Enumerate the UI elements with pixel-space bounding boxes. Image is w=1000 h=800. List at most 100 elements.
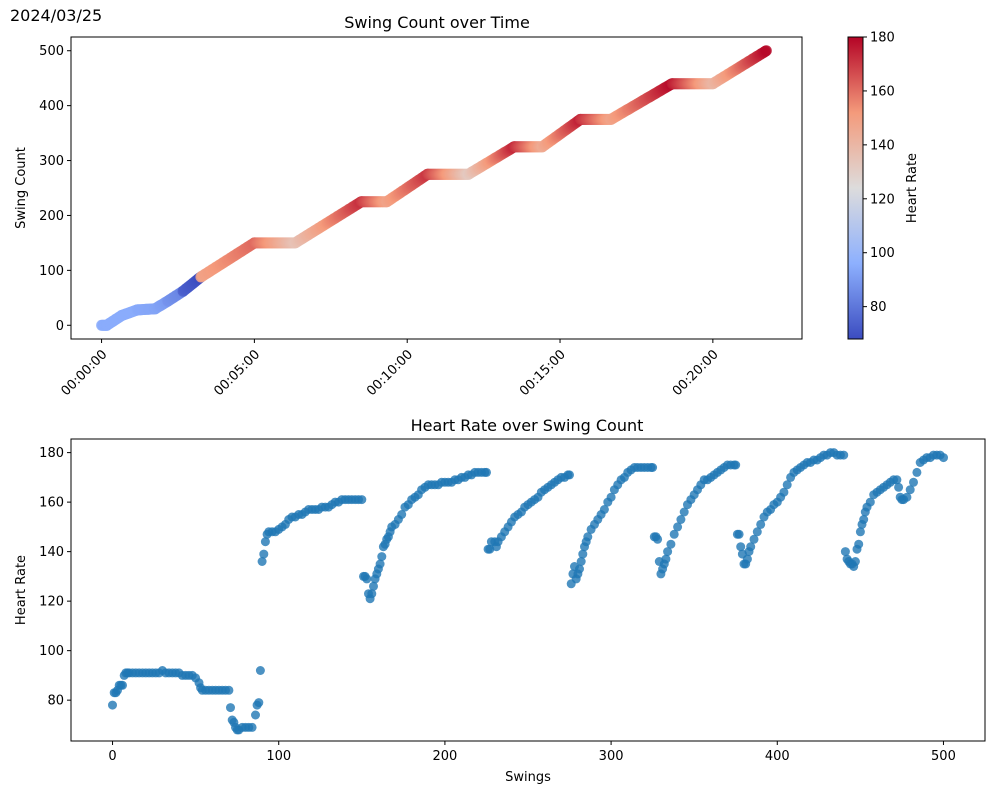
top-chart-frame (70, 36, 803, 340)
heart-rate-point (779, 487, 789, 497)
colorbar-tick-label: 140 (870, 138, 895, 153)
y-tick-label: 180 (39, 446, 64, 461)
y-tick-label: 100 (39, 644, 64, 659)
heart-rate-point (865, 497, 875, 507)
date-label: 2024/03/25 (10, 6, 103, 25)
heart-rate-point (752, 527, 762, 537)
heart-rate-point (377, 552, 387, 562)
heart-rate-point (746, 542, 756, 552)
colorbar-gradient (847, 36, 864, 340)
heart-rate-point (247, 722, 257, 732)
heart-rate-point (734, 529, 744, 539)
x-tick-label: 100 (266, 749, 291, 764)
heart-rate-point (257, 557, 267, 566)
x-tick-label: 00:10:00 (364, 347, 416, 399)
heart-rate-point (854, 539, 864, 549)
heart-rate-point (912, 467, 922, 477)
y-tick-label: 100 (39, 264, 64, 279)
x-tick-label: 200 (432, 749, 457, 764)
heart-rate-point (583, 532, 593, 542)
heart-rate-point (676, 515, 686, 524)
heart-rate-point (224, 685, 234, 695)
top-chart-title: Swing Count over Time (344, 13, 530, 32)
swing-point (760, 45, 772, 57)
heart-rate-point (855, 527, 865, 537)
heart-rate-point (666, 539, 676, 549)
x-tick-label: 0 (108, 749, 116, 764)
top-chart-ylabel: Swing Count (14, 147, 29, 229)
heart-rate-point (367, 589, 377, 599)
x-tick-label: 500 (931, 749, 956, 764)
heart-rate-point (859, 515, 869, 524)
y-tick-label: 400 (39, 99, 64, 114)
bottom-chart-x-axis: 0 100 200 300 400 500 (108, 741, 956, 764)
heart-rate-point (369, 581, 378, 591)
bottom-chart-y-axis: 80 100 120 140 160 180 (39, 446, 71, 709)
heart-rate-point (905, 485, 915, 495)
heart-rate-point (902, 492, 912, 502)
bottom-chart-title: Heart Rate over Swing Count (411, 416, 644, 435)
x-tick-label: 00:15:00 (517, 347, 569, 399)
heart-rate-point (118, 680, 127, 690)
y-tick-label: 80 (47, 694, 64, 709)
heart-rate-point (839, 450, 849, 460)
heart-rate-point (226, 703, 235, 713)
heart-rate-point (669, 529, 679, 539)
y-tick-label: 120 (39, 595, 64, 610)
top-chart: Swing Count over Time 0 100 200 300 400 500 0… (14, 13, 803, 399)
heart-rate-point (892, 475, 902, 485)
bottom-chart: Heart Rate over Swing Count 80 100 120 140 1… (14, 416, 986, 785)
y-tick-label: 140 (39, 545, 64, 560)
heart-rate-point (254, 698, 264, 708)
colorbar-tick-label: 160 (870, 84, 895, 99)
heart-rate-point (850, 557, 860, 566)
top-chart-x-axis: 00:00:00 00:05:00 00:10:00 00:15:00 00:20:00 (58, 339, 722, 399)
y-tick-label: 300 (39, 154, 64, 169)
x-tick-label: 300 (599, 749, 624, 764)
heart-rate-point (576, 557, 586, 566)
heart-rate-point (742, 554, 752, 564)
heart-rate-point (909, 477, 918, 487)
top-chart-y-axis: 0 100 200 300 400 500 (39, 44, 71, 334)
heart-rate-point (663, 547, 673, 557)
heart-rate-point (749, 534, 759, 544)
colorbar-ticks: 80 100 120 140 160 180 (863, 31, 895, 315)
y-tick-label: 0 (56, 319, 64, 334)
x-tick-label: 400 (765, 749, 790, 764)
x-tick-label: 00:20:00 (670, 347, 722, 399)
y-tick-label: 500 (39, 44, 64, 59)
heart-rate-point (578, 549, 588, 559)
heart-rate-point (648, 463, 658, 472)
bottom-chart-xlabel: Swings (505, 770, 551, 785)
x-tick-label: 00:00:00 (58, 347, 110, 399)
heart-rate-point (482, 467, 491, 477)
heart-rate-point (255, 666, 265, 675)
heart-rate-point (397, 510, 407, 519)
heart-rate-point (756, 519, 766, 529)
heart-rate-point (362, 574, 372, 584)
y-tick-label: 200 (39, 209, 64, 224)
heart-rate-point (673, 522, 683, 532)
heart-rate-point (736, 542, 746, 552)
heart-rate-point (108, 700, 117, 710)
heart-rate-point (606, 492, 616, 502)
heart-rate-point (840, 547, 850, 557)
heart-rate-point (251, 710, 260, 720)
heart-rate-point (259, 549, 269, 559)
heart-rate-point (653, 534, 663, 544)
heart-rate-point (357, 495, 367, 505)
colorbar-tick-label: 100 (870, 246, 895, 261)
top-chart-points (96, 45, 772, 331)
heart-rate-point (260, 537, 270, 547)
heart-rate-point (939, 453, 948, 463)
y-tick-label: 160 (39, 496, 64, 511)
heart-rate-point (679, 507, 689, 517)
heart-rate-point (599, 505, 609, 514)
x-tick-label: 00:05:00 (211, 347, 263, 399)
heart-rate-point (565, 470, 574, 480)
bottom-chart-points (108, 448, 948, 735)
colorbar: 80 100 120 140 160 180 Heart Rate (847, 31, 920, 340)
colorbar-label: Heart Rate (905, 153, 920, 223)
heart-rate-point (661, 554, 671, 564)
